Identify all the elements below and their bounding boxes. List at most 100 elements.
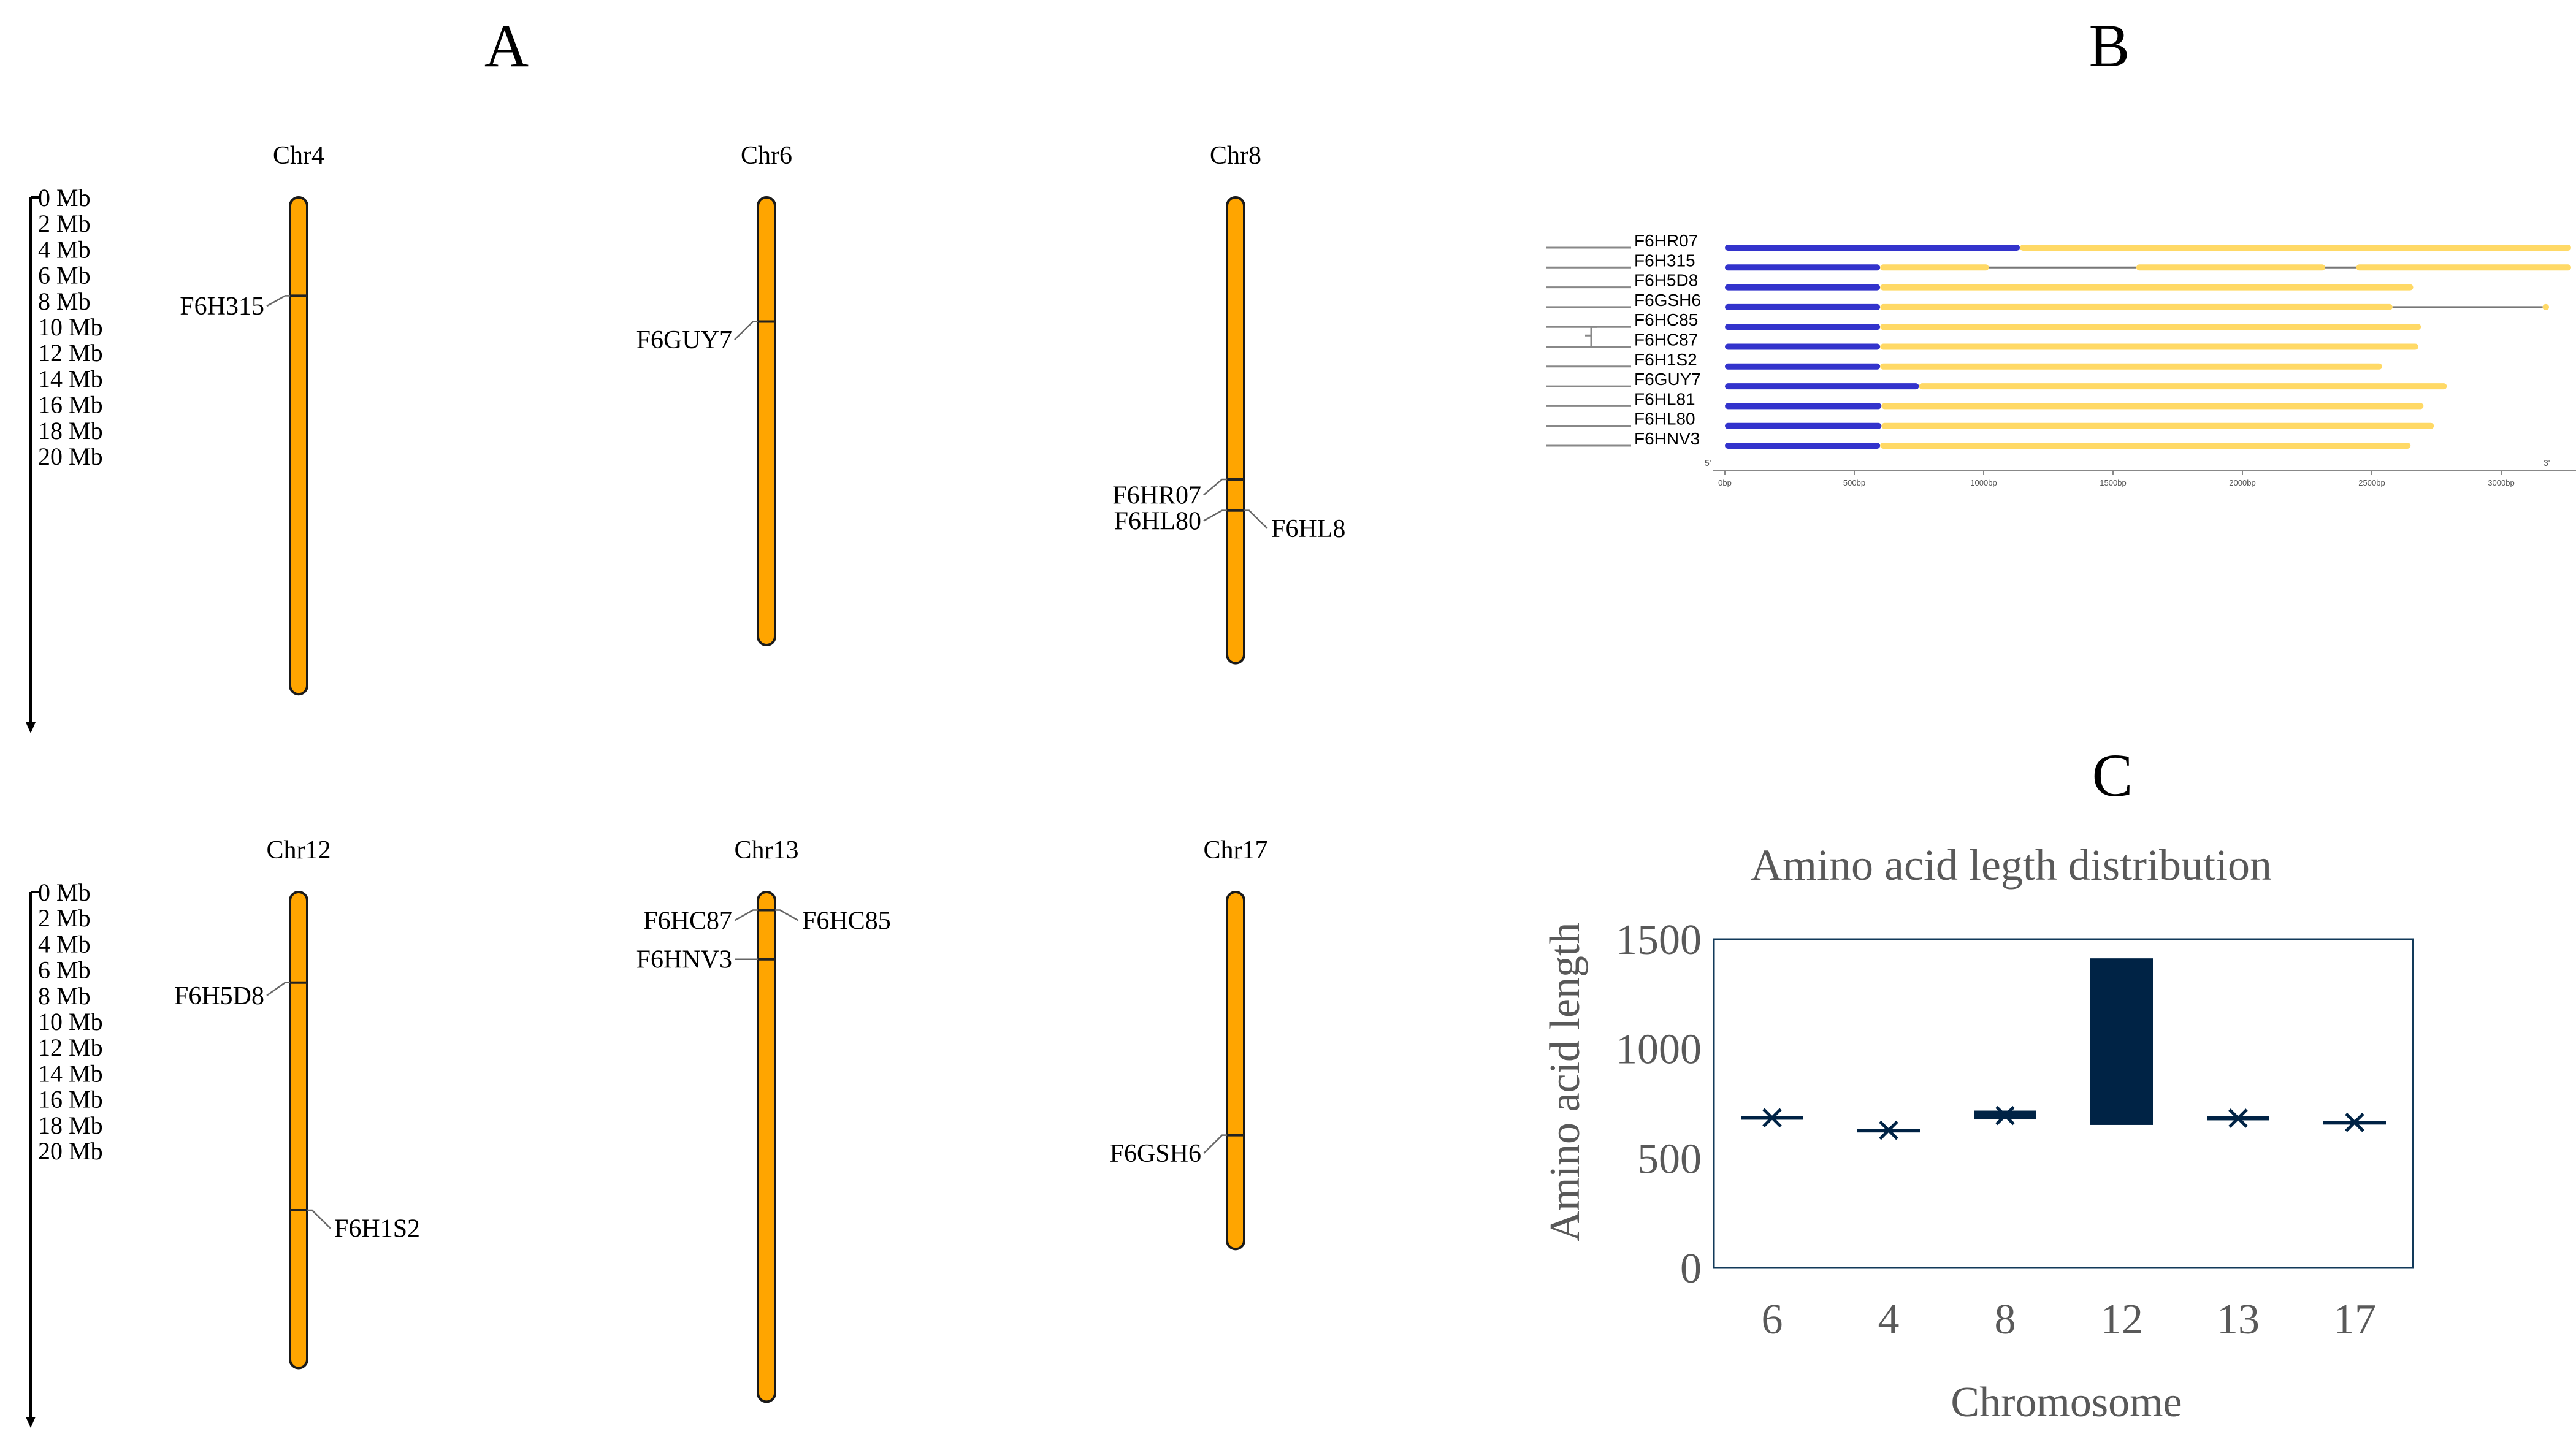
utr-segment: [1725, 363, 1881, 370]
scale-tick-label: 20 Mb: [38, 443, 103, 470]
gene-label: F6HNV3: [636, 946, 732, 974]
cds-segment: [1880, 284, 2414, 291]
panel-label-c: C: [2092, 741, 2133, 809]
panel-label-b: B: [2089, 12, 2130, 80]
cds-segment: [1880, 363, 2382, 370]
gene-structure-label: F6HL80: [1634, 410, 1695, 429]
five-prime-mark: 5': [1705, 458, 1711, 468]
utr-segment: [1725, 284, 1881, 291]
gene-label: F6HL8: [1271, 515, 1345, 543]
scale-tick-label: 12 Mb: [38, 1034, 103, 1061]
scale-tick-label: 4 Mb: [38, 235, 91, 263]
mean-marker: [2345, 1112, 2364, 1132]
three-prime-mark: 3': [2544, 458, 2550, 468]
scale-tick-label: 8 Mb: [38, 288, 91, 315]
gene-label: F6GUY7: [636, 326, 732, 354]
gene-structure-label: F6H315: [1634, 251, 1695, 270]
bp-tick-label: 1000bp: [1970, 478, 1997, 487]
scale-tick-label: 6 Mb: [38, 262, 91, 289]
utr-segment: [1725, 324, 1881, 330]
scale-tick-label: 0 Mb: [38, 184, 91, 212]
cds-segment: [1880, 264, 1989, 271]
utr-segment: [1725, 343, 1881, 350]
y-tick-label: 1500: [1616, 917, 1702, 964]
scale-tick-label: 14 Mb: [38, 365, 103, 392]
y-tick-label: 1000: [1616, 1026, 1702, 1074]
amino-acid-boxplot: Amino acid legth distribution Amino acid…: [1542, 841, 2414, 1426]
bp-tick-label: 2000bp: [2229, 478, 2255, 487]
gene-label: F6HL80: [1114, 508, 1201, 536]
gene-label: F6HC87: [643, 907, 732, 935]
chromosome-name: Chr12: [267, 836, 331, 864]
gene-leader-line: [734, 321, 758, 340]
chromosome-name: Chr13: [735, 836, 799, 864]
scale-tick-label: 8 Mb: [38, 982, 91, 1010]
gene-label: F6GSH6: [1110, 1140, 1201, 1168]
x-tick-label: 17: [2333, 1296, 2376, 1343]
bp-tick-label: 0bp: [1718, 478, 1732, 487]
gene-structure-label: F6GUY7: [1634, 370, 1701, 389]
y-tick-label: 500: [1637, 1135, 1702, 1183]
gene-structure-label: F6HNV3: [1634, 429, 1700, 448]
mean-marker: [1995, 1105, 2015, 1126]
cds-segment: [1880, 303, 2393, 310]
plot-frame: [1713, 938, 2414, 1269]
gene-leader-line: [266, 295, 290, 307]
bp-tick-label: 1500bp: [2100, 478, 2126, 487]
scale-tick-label: 14 Mb: [38, 1059, 103, 1087]
scale-tick-label: 16 Mb: [38, 1086, 103, 1113]
utr-segment: [1725, 383, 1919, 390]
cds-segment: [2542, 303, 2550, 310]
cds-segment: [2356, 264, 2571, 271]
chromosome-bar: [289, 196, 308, 696]
cds-segment: [1881, 403, 2424, 410]
scale-tick-label: 10 Mb: [38, 1008, 103, 1035]
gene-leader-line: [734, 909, 758, 921]
utr-segment: [1725, 245, 2020, 251]
gene-structure: F6HR07F6H315F6H5D8F6GSH6F6HC85F6HC87F6H1…: [1546, 231, 2576, 487]
scale-axis-arrow: [26, 722, 36, 733]
tree-bracket: [1585, 326, 1597, 348]
chromosome-bar: [1226, 196, 1245, 665]
chromosome-bar: [1226, 891, 1245, 1251]
chart-title: Amino acid legth distribution: [1751, 841, 2272, 890]
scale-tick-label: 20 Mb: [38, 1137, 103, 1165]
chromosome-name: Chr17: [1204, 836, 1268, 864]
chromosome-bar: [289, 891, 308, 1370]
mean-marker: [1762, 1108, 1782, 1127]
utr-segment: [1725, 264, 1881, 271]
cds-segment: [1880, 324, 2421, 330]
bp-tick-label: 500bp: [1843, 478, 1865, 487]
bp-tick-label: 3000bp: [2488, 478, 2514, 487]
scale-tick-label: 2 Mb: [38, 904, 91, 932]
chromosome-bar: [757, 891, 776, 1403]
gene-structure-label: F6H1S2: [1634, 350, 1697, 369]
gene-structure-label: F6HR07: [1634, 231, 1698, 250]
cds-segment: [1880, 343, 2418, 350]
chromosome-name: Chr4: [273, 142, 324, 170]
gene-label: F6HR07: [1112, 481, 1201, 509]
scale-tick-label: 2 Mb: [38, 210, 91, 237]
cds-segment: [2136, 264, 2326, 271]
utr-segment: [1725, 303, 1881, 310]
x-tick-label: 8: [1995, 1296, 2016, 1343]
mean-marker: [1879, 1120, 1898, 1140]
scale-axis-arrow: [26, 1417, 36, 1428]
cds-segment: [2020, 245, 2571, 251]
gene-leader-line: [1203, 509, 1227, 522]
chromosome-name: Chr6: [741, 142, 792, 170]
x-axis-label: Chromosome: [1951, 1379, 2182, 1426]
cds-segment: [1919, 383, 2447, 390]
chromosome-bar: [757, 196, 776, 647]
gene-leader-line: [1203, 1134, 1227, 1154]
panel-label-a: A: [484, 12, 529, 80]
gene-structure-label: F6GSH6: [1634, 291, 1701, 310]
scale-tick-label: 18 Mb: [38, 1112, 103, 1139]
gene-structure-label: F6HC87: [1634, 330, 1698, 349]
gene-label: F6H1S2: [334, 1215, 420, 1243]
gene-label: F6HC85: [802, 907, 891, 935]
bp-tick-label: 2500bp: [2358, 478, 2385, 487]
utr-segment: [1725, 403, 1882, 410]
